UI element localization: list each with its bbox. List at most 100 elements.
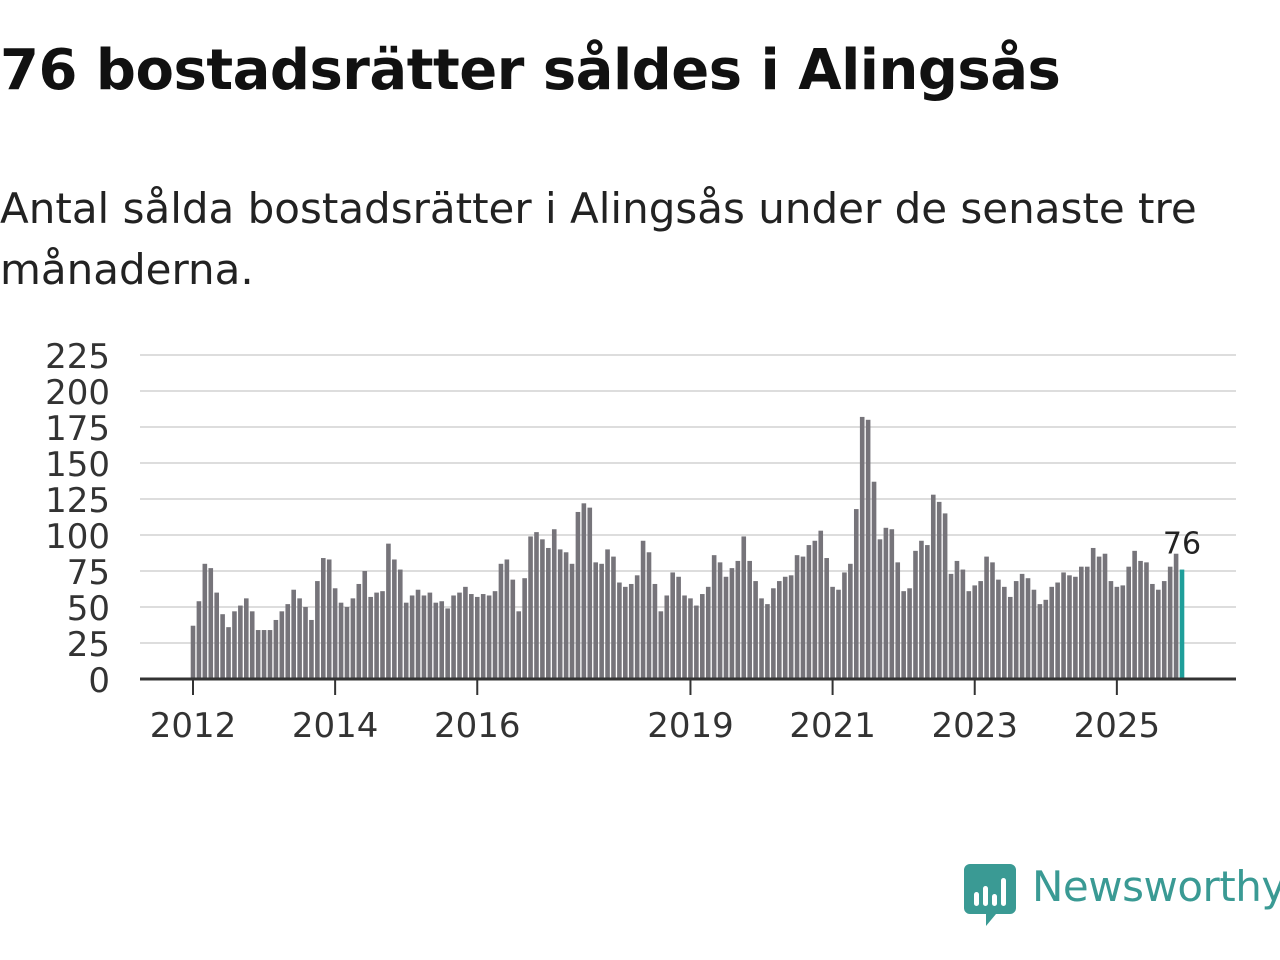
bar — [930, 494, 936, 679]
bar — [581, 503, 587, 679]
bar — [285, 604, 291, 679]
bar — [812, 540, 818, 679]
chart-subtitle: Antal sålda bostadsrätter i Alingsås und… — [0, 184, 1197, 294]
bar — [1061, 572, 1066, 679]
bar — [534, 532, 539, 679]
bar — [202, 563, 208, 679]
bar — [522, 578, 527, 679]
bar — [688, 598, 693, 679]
bar — [1120, 585, 1126, 679]
newsworthy-logo-icon — [964, 864, 1016, 926]
bar — [1013, 581, 1019, 679]
bar — [368, 596, 373, 679]
bar — [806, 545, 812, 679]
bar — [1167, 566, 1173, 679]
bar — [901, 591, 906, 679]
bar — [735, 560, 741, 679]
brand-name: Newsworthy — [1032, 862, 1280, 911]
bar — [1031, 589, 1037, 679]
bar — [516, 611, 522, 679]
bar — [658, 611, 664, 679]
bar — [996, 579, 1001, 679]
bar — [877, 539, 883, 679]
bar — [397, 569, 403, 679]
bar — [883, 527, 889, 679]
bar — [741, 536, 747, 679]
bar — [800, 556, 806, 679]
bar — [320, 558, 326, 679]
bar — [972, 585, 978, 679]
x-tick-label: 2021 — [789, 706, 876, 746]
bar — [1073, 576, 1078, 679]
bar — [759, 598, 764, 679]
y-tick-label: 225 — [45, 337, 110, 377]
bar — [646, 552, 652, 679]
bar — [1161, 581, 1167, 679]
bar — [492, 591, 498, 679]
bar — [356, 583, 362, 679]
bar — [954, 560, 960, 679]
bar — [1132, 550, 1137, 679]
bar — [273, 619, 279, 679]
chart-title: 76 bostadsrätter såldes i Alingsås — [0, 38, 1061, 103]
bar — [1102, 553, 1108, 679]
latest-value-label: 76 — [1163, 527, 1201, 562]
y-tick-label: 50 — [67, 589, 110, 629]
y-tick-label: 200 — [45, 373, 110, 413]
y-tick-label: 125 — [45, 481, 110, 521]
y-tick-label: 175 — [45, 409, 110, 449]
bar — [469, 594, 474, 679]
bar — [960, 569, 966, 679]
bar — [1007, 596, 1013, 679]
bar — [942, 513, 948, 679]
x-tick-label: 2014 — [292, 706, 379, 746]
bar — [948, 573, 954, 679]
y-tick-label: 0 — [88, 661, 110, 701]
bar — [315, 581, 320, 679]
bar — [747, 560, 752, 679]
bar — [510, 579, 516, 679]
y-tick-label: 150 — [45, 445, 110, 485]
bar — [676, 576, 681, 679]
bar — [889, 529, 895, 679]
bar — [1025, 578, 1031, 679]
bar — [309, 619, 314, 679]
bar — [936, 501, 942, 679]
bar — [326, 559, 332, 679]
bar — [457, 592, 462, 679]
y-tick-label: 75 — [67, 553, 110, 593]
bar — [498, 563, 504, 679]
bar — [794, 555, 800, 679]
bar — [788, 575, 794, 679]
y-tick-label: 25 — [67, 625, 110, 665]
bar — [895, 562, 901, 679]
bar — [1090, 547, 1096, 679]
bar — [1043, 599, 1049, 679]
bar — [421, 595, 427, 679]
x-tick-label: 2025 — [1074, 706, 1161, 746]
bar — [865, 419, 871, 679]
bar — [445, 608, 450, 679]
bar — [238, 605, 243, 679]
bar — [1067, 575, 1072, 679]
x-tick-label: 2012 — [150, 706, 237, 746]
bar — [255, 630, 261, 679]
bar — [818, 530, 824, 679]
bar — [433, 602, 439, 679]
bar — [1055, 582, 1060, 679]
bar — [611, 556, 616, 679]
bar — [1049, 586, 1055, 679]
bar — [480, 594, 486, 679]
bar — [859, 416, 865, 679]
bar — [1114, 586, 1120, 679]
x-tick-label: 2016 — [434, 706, 521, 746]
bar — [913, 550, 918, 679]
bar — [623, 586, 628, 679]
bar — [700, 594, 705, 679]
bar — [196, 601, 202, 679]
bar — [279, 611, 285, 679]
bar — [907, 588, 912, 679]
bar — [664, 595, 670, 679]
bar — [978, 581, 983, 679]
